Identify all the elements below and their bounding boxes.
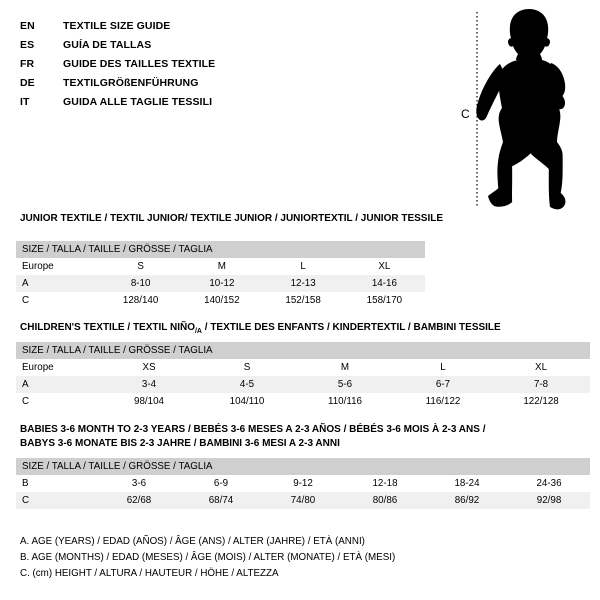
svg-text:C: C (461, 107, 470, 121)
